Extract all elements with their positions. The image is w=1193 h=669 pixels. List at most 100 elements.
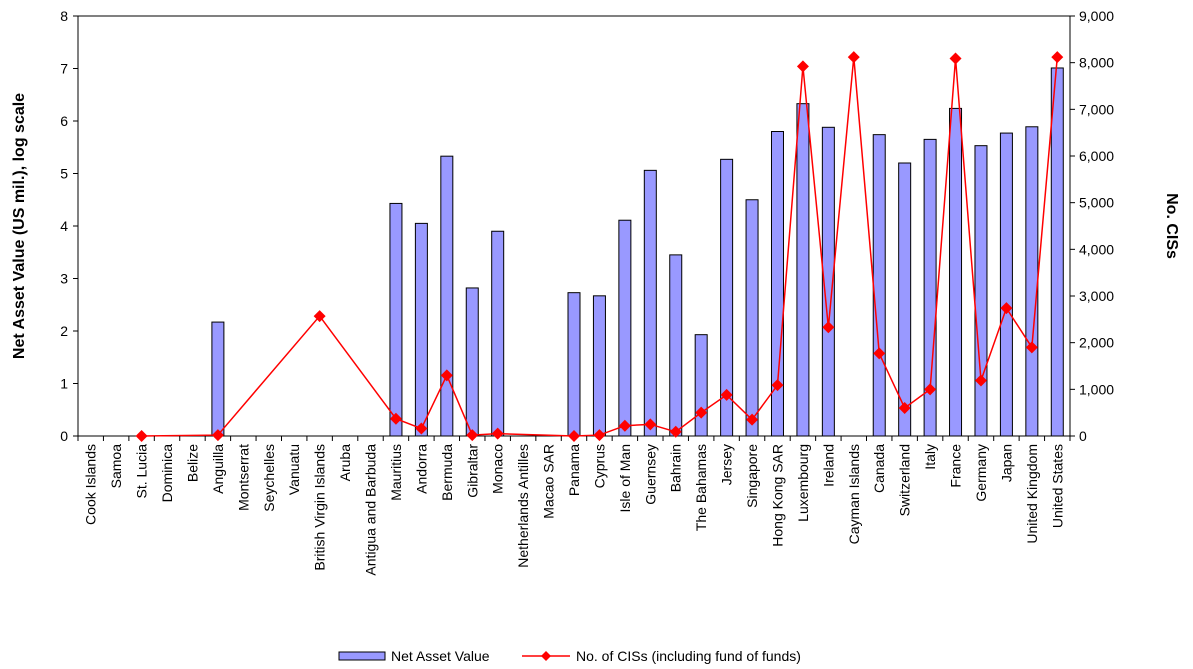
category-label: United States <box>1049 444 1065 528</box>
category-label: Samoa <box>108 444 124 489</box>
left-tick-label: 6 <box>60 113 68 129</box>
point <box>466 429 479 442</box>
category-label: Andorra <box>413 444 429 494</box>
bar <box>1025 126 1039 437</box>
right-tick-label: 2,000 <box>1079 335 1114 351</box>
category-label: Monaco <box>490 444 506 494</box>
left-tick-label: 3 <box>60 271 68 287</box>
right-tick-label: 6,000 <box>1079 148 1114 164</box>
point <box>491 427 504 440</box>
category-label: Belize <box>184 444 200 482</box>
category-label: Cyprus <box>591 444 607 488</box>
line-markers <box>135 51 1064 442</box>
category-label: Jersey <box>719 444 735 485</box>
category-label: Guernsey <box>642 444 658 505</box>
category-axis: Cook Islands Samoa St. Lucia Dominica Belize… <box>77 436 1071 576</box>
left-tick-label: 0 <box>60 428 68 444</box>
point <box>924 383 937 396</box>
right-axis-title: No. CISs <box>1163 193 1180 259</box>
point <box>695 406 708 419</box>
bar <box>440 155 454 437</box>
point <box>1025 341 1038 354</box>
legend-swatch-net-asset-value <box>338 651 386 661</box>
bar <box>974 145 988 437</box>
left-tick-label: 1 <box>60 376 68 392</box>
category-label: Seychelles <box>261 444 277 512</box>
point <box>720 388 733 401</box>
category-label: Bahrain <box>668 444 684 492</box>
point <box>822 321 835 334</box>
point <box>974 374 987 387</box>
left-axis-title: Net Asset Value (US mil.), log scale <box>11 93 28 359</box>
category-label: Macao SAR <box>541 444 557 519</box>
category-label: St. Lucia <box>134 444 150 499</box>
legend: Net Asset Value No. of CISs (including f… <box>338 648 801 664</box>
right-tick-label: 0 <box>1079 428 1087 444</box>
category-label: Italy <box>922 444 938 470</box>
bar <box>669 254 683 437</box>
point <box>669 425 682 438</box>
point <box>313 310 326 323</box>
point <box>1000 302 1013 315</box>
point <box>771 379 784 392</box>
point <box>949 52 962 65</box>
category-label: Gibraltar <box>464 444 480 498</box>
series-line <box>141 56 1059 437</box>
category-label: Japan <box>998 444 1014 482</box>
category-label: Antigua and Barbuda <box>363 444 379 576</box>
category-label: Anguilla <box>210 444 226 494</box>
point <box>135 430 148 442</box>
category-label: Netherlands Antilles <box>515 444 531 568</box>
legend-swatch-diamond-icon <box>541 651 551 661</box>
category-label: Vanuatu <box>286 444 302 495</box>
category-label: Montserrat <box>235 444 251 511</box>
left-tick-label: 8 <box>60 8 68 24</box>
category-label: Mauritius <box>388 444 404 501</box>
bar <box>465 287 479 437</box>
point <box>618 419 631 432</box>
category-label: France <box>948 444 964 488</box>
point <box>1051 51 1064 64</box>
bar <box>796 103 810 437</box>
legend-label-net-asset-value: Net Asset Value <box>391 648 490 664</box>
category-label: Switzerland <box>897 444 913 516</box>
bar <box>491 230 505 437</box>
bar <box>643 169 657 437</box>
bar <box>745 199 759 437</box>
category-label: Luxembourg <box>795 444 811 522</box>
category-label: Panama <box>566 444 582 496</box>
point <box>211 429 224 442</box>
bar <box>694 334 708 437</box>
bar <box>211 321 225 437</box>
bar <box>949 107 963 437</box>
point <box>898 402 911 414</box>
bar <box>999 132 1013 437</box>
bar <box>567 292 581 437</box>
category-label: United Kingdom <box>1024 444 1040 544</box>
point <box>847 51 860 64</box>
point <box>568 430 580 442</box>
category-label: Isle of Man <box>617 444 633 512</box>
left-tick-label: 4 <box>60 218 68 234</box>
left-tick-label: 5 <box>60 166 68 182</box>
right-tick-label: 5,000 <box>1079 195 1114 211</box>
point <box>389 412 402 425</box>
bar <box>872 134 886 437</box>
bar <box>923 138 937 437</box>
category-label: Hong Kong SAR <box>769 444 785 547</box>
right-tick-label: 1,000 <box>1079 381 1114 397</box>
category-label: Bermuda <box>439 444 455 501</box>
category-label: Singapore <box>744 444 760 508</box>
category-label: Dominica <box>159 444 175 503</box>
point <box>415 422 428 435</box>
category-label: Germany <box>973 444 989 502</box>
category-label: Cook Islands <box>83 444 99 525</box>
bar <box>414 222 428 437</box>
bar <box>898 162 912 437</box>
category-label: Ireland <box>820 444 836 487</box>
point <box>644 418 657 431</box>
point <box>873 347 886 360</box>
right-tick-label: 9,000 <box>1079 8 1114 24</box>
category-label: The Bahamas <box>693 444 709 531</box>
bar <box>389 202 403 437</box>
